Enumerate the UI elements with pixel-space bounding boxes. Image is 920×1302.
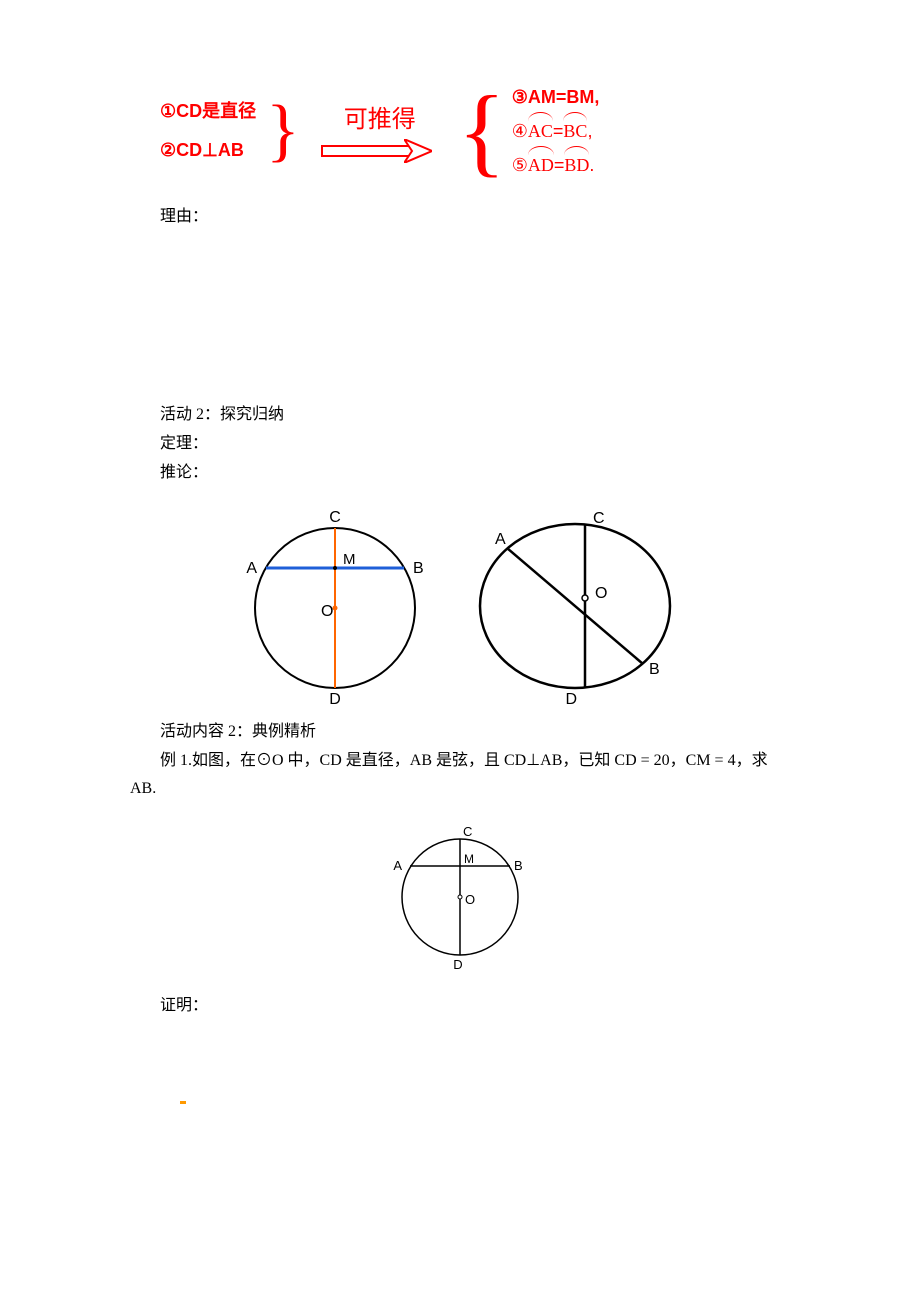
arrow-block: 可推得	[320, 99, 440, 164]
activity-2: 活动 2：探究归纳	[160, 401, 790, 430]
label-O: O	[321, 603, 333, 620]
premise-1: ①CD是直径	[160, 92, 256, 132]
brace-left: {	[458, 91, 506, 171]
diagram-3: C D A B M O	[380, 812, 540, 972]
diagram-1: C D A B M O	[235, 498, 435, 708]
label-C: C	[593, 510, 605, 527]
premise-2: ②CD⊥AB	[160, 131, 256, 171]
diagram-2: C D A B O	[465, 498, 685, 708]
premises: ①CD是直径 ②CD⊥AB	[160, 92, 256, 171]
arrow-label: 可推得	[344, 99, 416, 142]
label-M: M	[464, 852, 474, 866]
label-A: A	[495, 531, 506, 548]
label-D: D	[329, 691, 341, 708]
reason-label: 理由：	[160, 203, 790, 232]
label-C: C	[329, 509, 341, 526]
label-A: A	[246, 560, 257, 577]
page-mark	[180, 1101, 186, 1104]
conclusion-3: ⑤ AD = BD .	[512, 148, 600, 182]
label-O: O	[465, 892, 475, 907]
label-C: C	[463, 824, 472, 839]
spacer	[130, 231, 790, 401]
diagram-3-wrap: C D A B M O	[130, 812, 790, 972]
theorem-label: 定理：	[160, 430, 790, 459]
conclusion-2: ④ AC = BC ,	[512, 114, 600, 148]
conclusion-1: ③AM=BM,	[512, 80, 600, 114]
label-D: D	[565, 691, 577, 708]
label-O: O	[595, 585, 607, 602]
example-1-line2: AB.	[130, 775, 790, 804]
label-A: A	[393, 858, 402, 873]
label-B: B	[514, 858, 523, 873]
diagrams-row: C D A B M O C D A B O	[130, 498, 790, 708]
arrow-icon	[320, 138, 440, 164]
conclusions: ③AM=BM, ④ AC = BC , ⑤ AD = BD .	[512, 80, 600, 183]
proof-label: 证明：	[160, 992, 790, 1021]
label-D: D	[453, 957, 462, 972]
example-1-line1: 例 1.如图，在⊙O 中，CD 是直径，AB 是弦，且 CD⊥AB，已知 CD …	[160, 747, 790, 776]
corollary-label: 推论：	[160, 459, 790, 488]
label-B: B	[649, 661, 660, 678]
implication-block: ①CD是直径 ②CD⊥AB } 可推得 { ③AM=BM, ④	[160, 80, 790, 183]
brace-right: }	[266, 96, 300, 166]
label-B: B	[413, 560, 424, 577]
activity-content-2: 活动内容 2：典例精析	[160, 718, 790, 747]
label-M: M	[343, 551, 356, 568]
